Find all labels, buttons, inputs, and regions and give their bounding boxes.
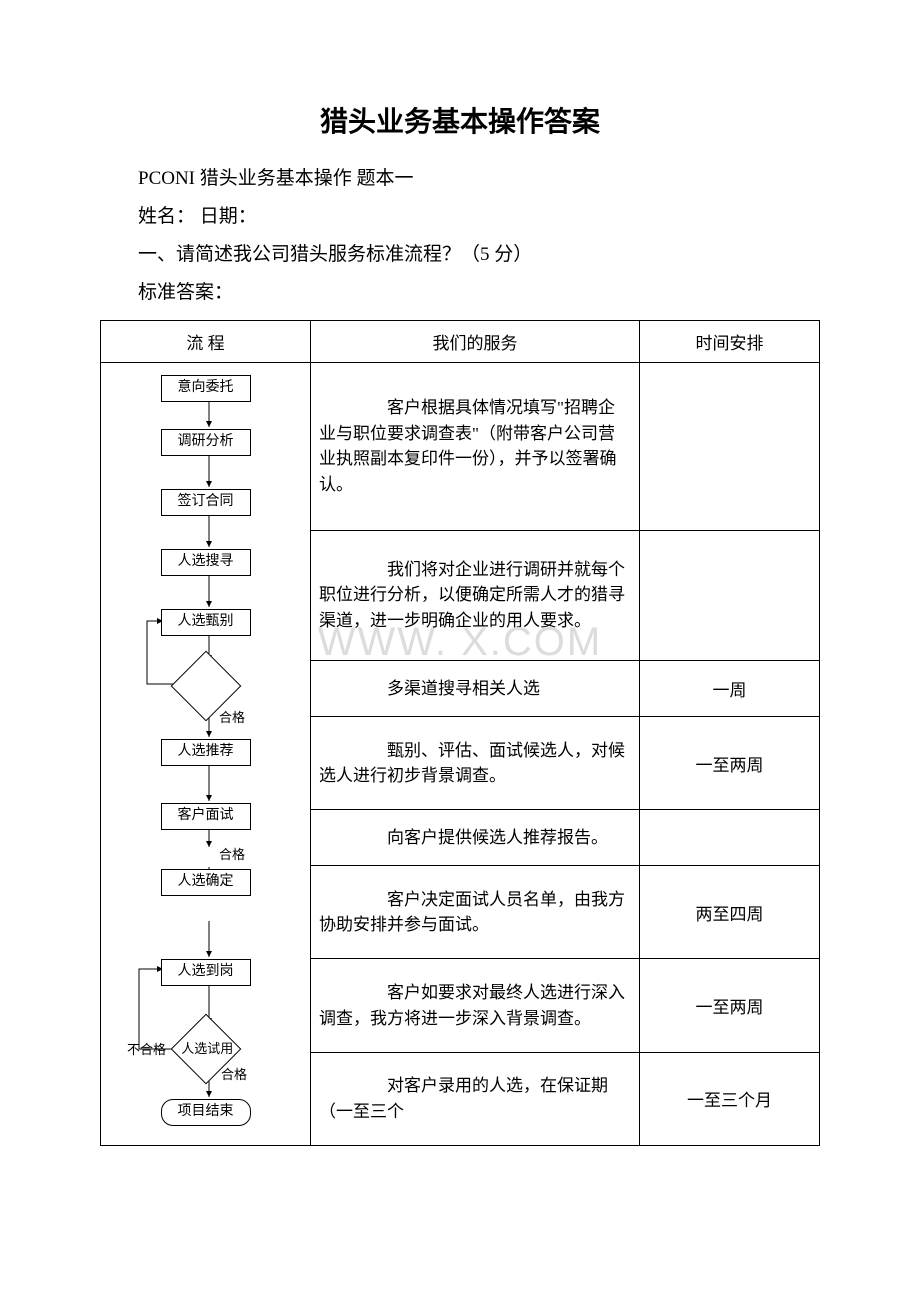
flow-node-onboard: 人选到岗 [161,959,251,986]
table-header-row: 流 程 我们的服务 时间安排 [101,321,820,363]
header-process: 流 程 [101,321,311,363]
flow-node-interview: 客户面试 [161,803,251,830]
flow-node-research: 调研分析 [161,429,251,456]
flow-label-fail: 不合格 [127,1039,166,1058]
flow-node-recommend: 人选推荐 [161,739,251,766]
service-cell: 我们将对企业进行调研并就每个职位进行分析，以便确定所需人才的猎寻渠道，进一步明确… [311,530,640,660]
service-cell: 多渠道搜寻相关人选 [311,660,640,716]
flowchart-cell: 意向委托 调研分析 签订合同 人选搜寻 人选甄别 合格 人选推荐 客户面试 合格… [101,363,311,1146]
table-row: 意向委托 调研分析 签订合同 人选搜寻 人选甄别 合格 人选推荐 客户面试 合格… [101,363,820,531]
time-cell: 一至三个月 [640,1052,820,1145]
service-cell: 向客户提供候选人推荐报告。 [311,810,640,866]
intro-line-1: PCONI 猎头业务基本操作 题本一 [100,160,820,198]
time-cell: 一至两周 [640,716,820,809]
intro-line-4: 标准答案： [100,274,820,312]
time-cell [640,363,820,531]
time-cell [640,530,820,660]
intro-line-2: 姓名： 日期： [100,198,820,236]
flow-label-pass-2: 合格 [219,844,245,863]
process-table: 流 程 我们的服务 时间安排 [100,320,820,1146]
time-cell: 两至四周 [640,866,820,959]
header-time: 时间安排 [640,321,820,363]
service-cell: 客户如要求对最终人选进行深入调查，我方将进一步深入背景调查。 [311,959,640,1052]
time-cell: 一周 [640,660,820,716]
flow-node-contract: 签订合同 [161,489,251,516]
time-cell [640,810,820,866]
flow-node-screen: 人选甄别 [161,609,251,636]
page-title: 猎头业务基本操作答案 [100,100,820,140]
flow-node-intent: 意向委托 [161,375,251,402]
flow-node-confirm: 人选确定 [161,869,251,896]
service-cell: 甄别、评估、面试候选人，对候选人进行初步背景调查。 [311,716,640,809]
service-cell: 客户根据具体情况填写"招聘企业与职位要求调查表"（附带客户公司营业执照副本复印件… [311,363,640,531]
flowchart: 意向委托 调研分析 签订合同 人选搜寻 人选甄别 合格 人选推荐 客户面试 合格… [109,369,302,1139]
header-service: 我们的服务 [311,321,640,363]
service-cell: 客户决定面试人员名单，由我方协助安排并参与面试。 [311,866,640,959]
flow-label-pass-1: 合格 [219,707,245,726]
flow-label-pass-3: 合格 [221,1064,247,1083]
flow-node-end: 项目结束 [161,1099,251,1126]
service-cell: 对客户录用的人选，在保证期（一至三个 [311,1052,640,1145]
time-cell: 一至两周 [640,959,820,1052]
flow-node-search: 人选搜寻 [161,549,251,576]
intro-line-3: 一、请简述我公司猎头服务标准流程？（5 分） [100,236,820,274]
